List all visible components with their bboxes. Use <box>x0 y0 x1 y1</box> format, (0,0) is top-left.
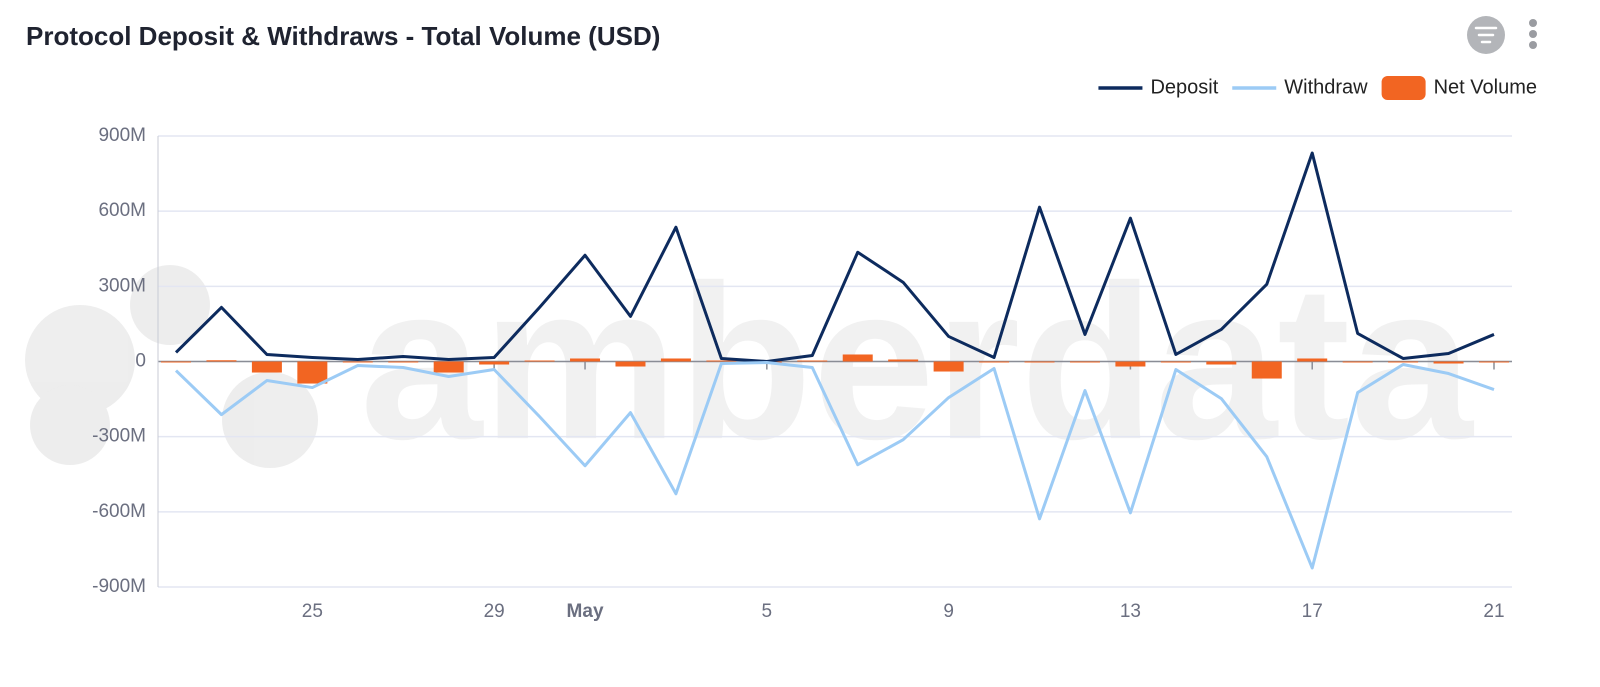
y-tick-label: -300M <box>92 426 146 447</box>
bar <box>1388 361 1419 363</box>
logo-dot <box>25 305 135 415</box>
y-tick-label: 600M <box>98 200 146 221</box>
bar <box>479 361 510 365</box>
x-tick-label: 21 <box>1483 601 1504 622</box>
y-tick-label: -600M <box>92 501 146 522</box>
bar <box>933 361 964 372</box>
bar <box>1115 361 1146 367</box>
line <box>174 361 1495 570</box>
x-tick-label: 17 <box>1302 601 1323 622</box>
filter-icon[interactable] <box>1474 26 1498 44</box>
bar <box>615 361 646 367</box>
bar <box>524 360 555 362</box>
line <box>174 151 1495 363</box>
menu-button[interactable] <box>1529 19 1537 49</box>
bar <box>297 361 328 384</box>
menu-dot[interactable] <box>1529 41 1537 49</box>
bar <box>1160 361 1191 363</box>
bar <box>388 361 419 363</box>
logo-dot <box>30 385 110 465</box>
chart-title: Protocol Deposit & Withdraws - Total Vol… <box>26 21 660 51</box>
menu-dot[interactable] <box>1529 19 1537 27</box>
bar <box>1297 358 1328 362</box>
legend-swatch <box>1381 76 1426 100</box>
bar <box>251 361 282 373</box>
bar <box>1069 361 1100 363</box>
bar <box>706 360 737 362</box>
bar <box>570 358 601 362</box>
x-tick-label: May <box>567 601 604 622</box>
logo-dot <box>130 265 210 345</box>
bar <box>660 358 691 362</box>
bar <box>433 361 464 373</box>
bar <box>1024 361 1055 363</box>
bar <box>206 360 237 362</box>
bar <box>1342 361 1373 363</box>
menu-dot[interactable] <box>1529 30 1537 38</box>
bar <box>1433 361 1464 364</box>
x-tick-label: 9 <box>943 601 954 622</box>
y-tick-label: 0 <box>135 351 146 372</box>
bar <box>842 354 873 362</box>
bar <box>888 359 919 362</box>
bar <box>342 361 373 363</box>
y-tick-label: -900M <box>92 576 146 597</box>
x-tick-label: 29 <box>484 601 505 622</box>
y-tick-label: 900M <box>98 125 146 146</box>
legend-label: Net Volume <box>1434 76 1537 98</box>
bar <box>979 361 1010 363</box>
legend-label: Deposit <box>1150 76 1218 98</box>
bar <box>161 361 191 363</box>
filter-button[interactable] <box>1467 16 1505 54</box>
bar <box>1251 361 1282 379</box>
bar <box>1206 361 1237 365</box>
x-tick-label: 5 <box>762 601 773 622</box>
bar <box>1479 361 1509 363</box>
y-tick-label: 300M <box>98 275 146 296</box>
legend-label: Withdraw <box>1284 76 1368 98</box>
bar <box>797 360 828 362</box>
x-tick-label: 25 <box>302 601 323 622</box>
x-tick-label: 13 <box>1120 601 1141 622</box>
